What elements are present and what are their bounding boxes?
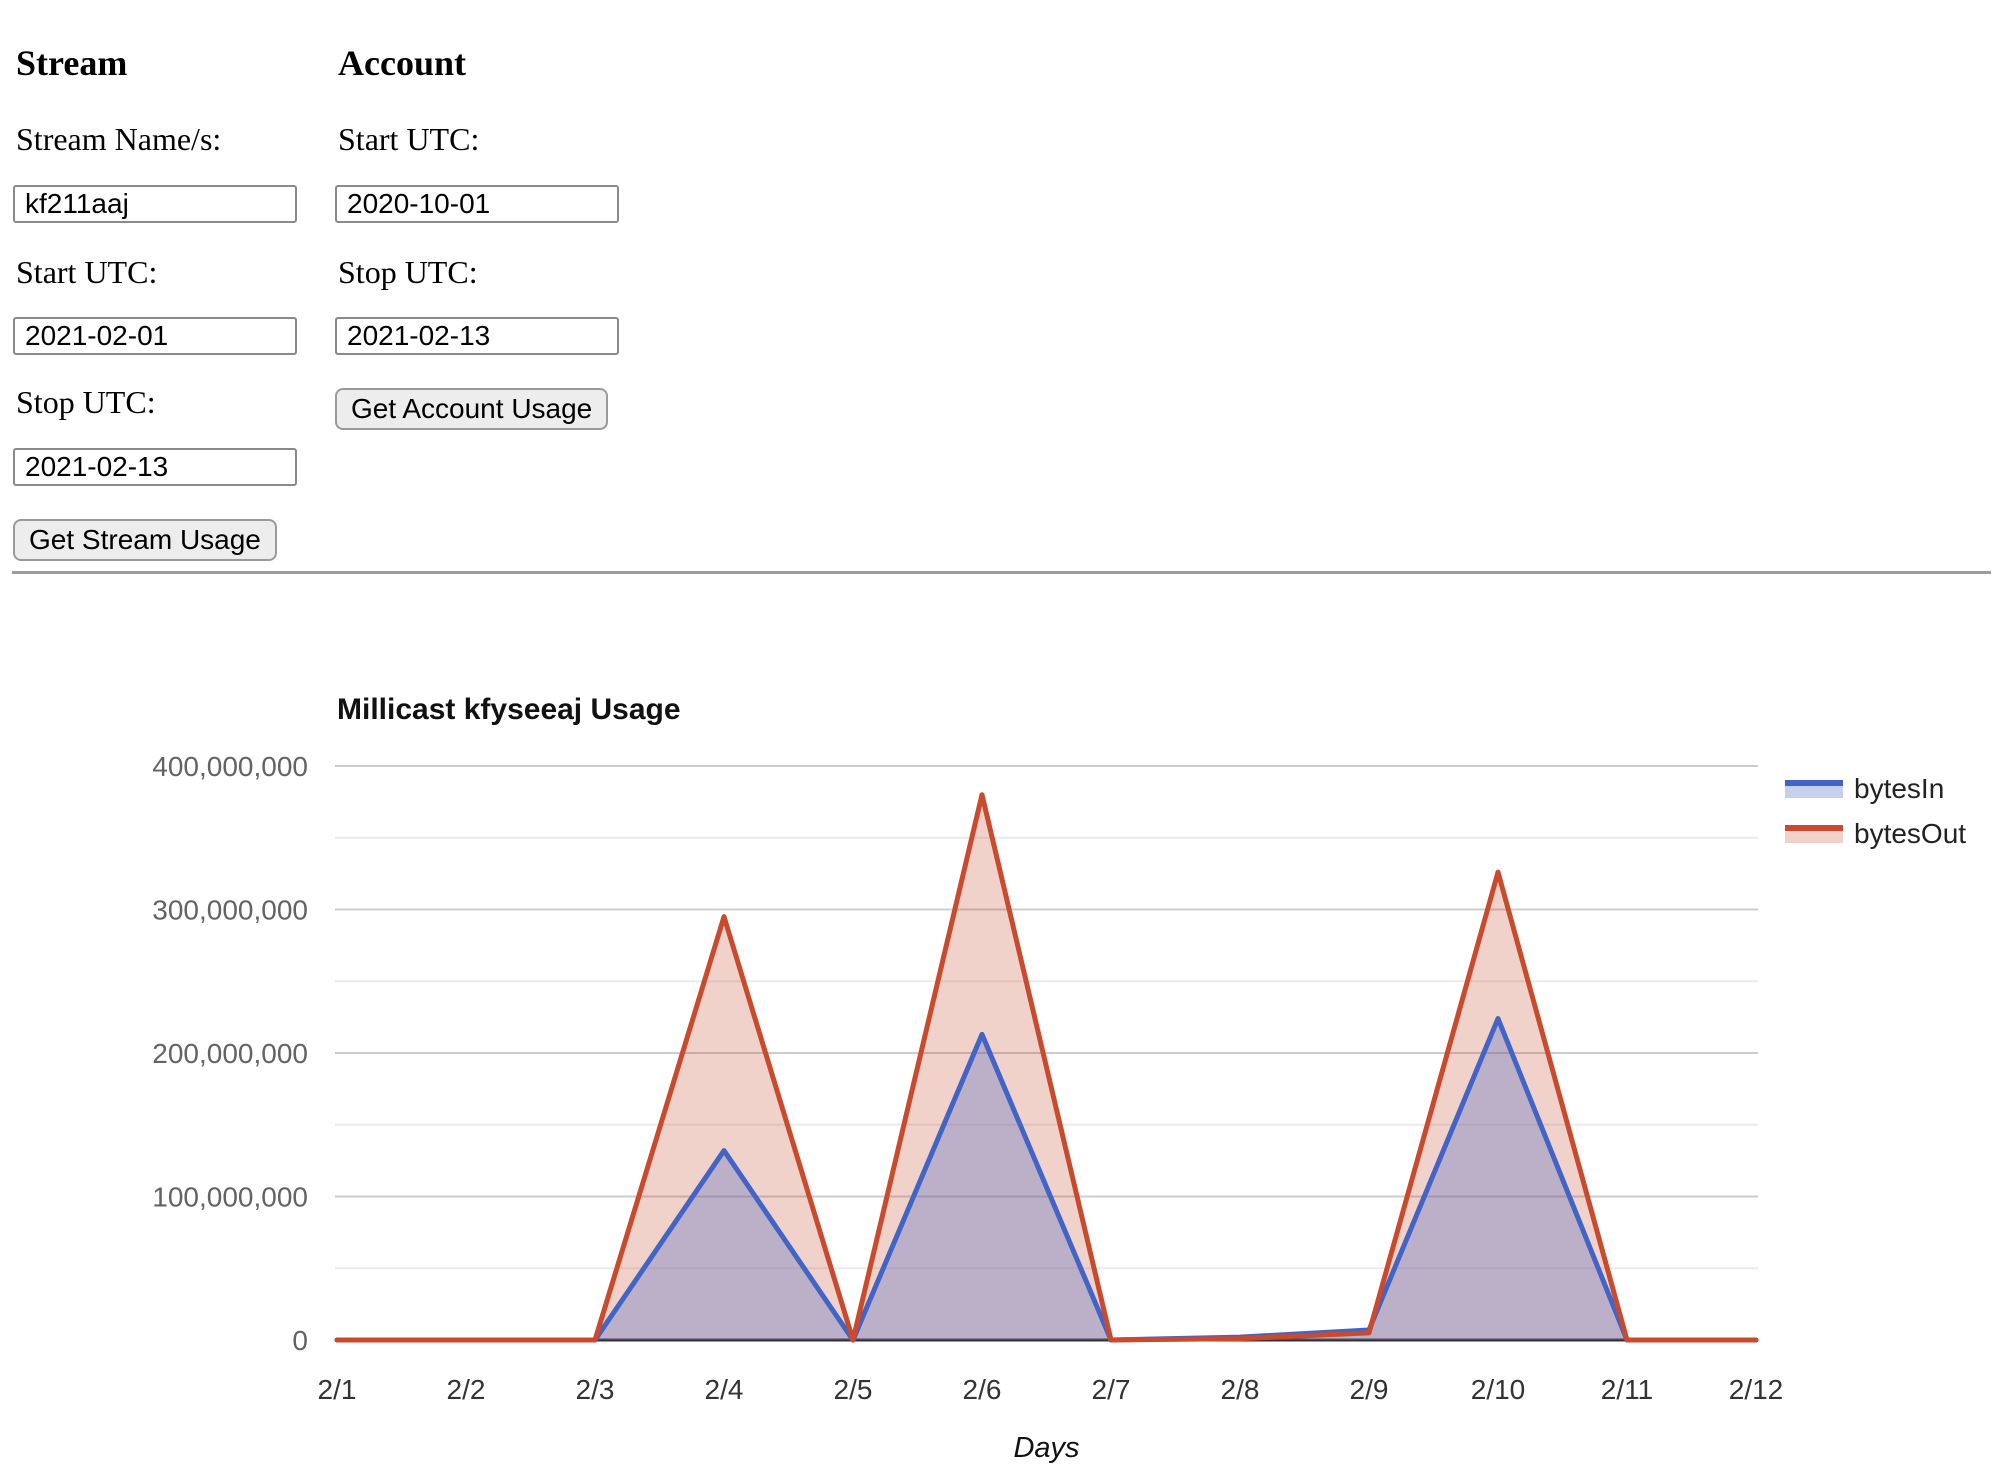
- stream-stop-utc-label: Stop UTC:: [16, 384, 156, 420]
- get-account-usage-button[interactable]: Get Account Usage: [335, 388, 609, 430]
- svg-text:2/5: 2/5: [834, 1374, 873, 1405]
- svg-text:300,000,000: 300,000,000: [152, 895, 308, 926]
- svg-text:200,000,000: 200,000,000: [152, 1038, 308, 1069]
- legend-item-bytesOut: bytesOut: [1785, 818, 1966, 850]
- legend-label: bytesIn: [1854, 773, 1945, 804]
- stream-name-label: Stream Name/s:: [16, 121, 222, 157]
- account-stop-utc-label: Stop UTC:: [338, 254, 478, 290]
- usage-area-chart: Millicast kfyseeaj Usage 0 100,000,000 200…: [0, 660, 1999, 1478]
- stream-name-input[interactable]: [13, 185, 297, 223]
- svg-text:2/9: 2/9: [1350, 1374, 1389, 1405]
- legend-label: bytesOut: [1854, 818, 1967, 849]
- account-start-utc-input[interactable]: [335, 185, 619, 223]
- svg-text:400,000,000: 400,000,000: [152, 751, 308, 782]
- svg-text:2/11: 2/11: [1601, 1374, 1653, 1405]
- stream-heading: Stream: [16, 43, 128, 83]
- legend-swatch-bytesIn: [1785, 780, 1843, 798]
- stream-start-utc-label: Start UTC:: [16, 254, 158, 290]
- chart-legend: bytesIn bytesOut: [1785, 773, 1966, 850]
- account-stop-utc-input[interactable]: [335, 317, 619, 355]
- chart-title: Millicast kfyseeaj Usage: [337, 693, 681, 726]
- account-start-utc-label: Start UTC:: [338, 121, 480, 157]
- svg-text:100,000,000: 100,000,000: [152, 1182, 308, 1213]
- legend-swatch-bytesOut: [1785, 825, 1843, 843]
- svg-text:0: 0: [292, 1325, 308, 1356]
- stream-start-utc-input[interactable]: [13, 317, 297, 355]
- svg-text:2/2: 2/2: [447, 1374, 486, 1405]
- svg-text:2/7: 2/7: [1092, 1374, 1131, 1405]
- svg-text:2/6: 2/6: [963, 1374, 1002, 1405]
- chart-plot: 0 100,000,000 200,000,000 300,000,000 400,00…: [152, 751, 1784, 1405]
- x-axis-title: Days: [1013, 1432, 1080, 1464]
- get-stream-usage-button[interactable]: Get Stream Usage: [13, 519, 277, 561]
- section-divider: [12, 571, 1991, 574]
- legend-item-bytesIn: bytesIn: [1785, 773, 1966, 805]
- svg-text:2/4: 2/4: [705, 1374, 744, 1405]
- stream-stop-utc-input[interactable]: [13, 448, 297, 486]
- svg-text:2/12: 2/12: [1729, 1374, 1784, 1405]
- svg-text:2/8: 2/8: [1221, 1374, 1260, 1405]
- svg-text:2/10: 2/10: [1471, 1374, 1526, 1405]
- svg-text:2/1: 2/1: [318, 1374, 357, 1405]
- account-heading: Account: [338, 43, 466, 83]
- svg-text:2/3: 2/3: [576, 1374, 615, 1405]
